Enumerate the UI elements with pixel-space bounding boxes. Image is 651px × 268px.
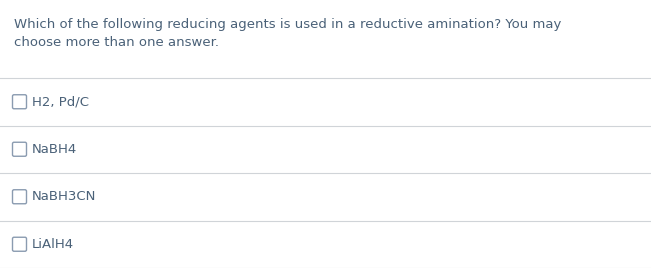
Text: H2, Pd/C: H2, Pd/C	[32, 95, 89, 108]
FancyBboxPatch shape	[12, 237, 27, 251]
FancyBboxPatch shape	[12, 142, 27, 156]
Text: NaBH4: NaBH4	[32, 143, 77, 156]
Text: LiAlH4: LiAlH4	[32, 238, 74, 251]
FancyBboxPatch shape	[12, 190, 27, 204]
FancyBboxPatch shape	[12, 95, 27, 109]
Text: choose more than one answer.: choose more than one answer.	[14, 36, 219, 49]
Text: NaBH3CN: NaBH3CN	[32, 190, 96, 203]
Text: Which of the following reducing agents is used in a reductive amination? You may: Which of the following reducing agents i…	[14, 18, 561, 31]
